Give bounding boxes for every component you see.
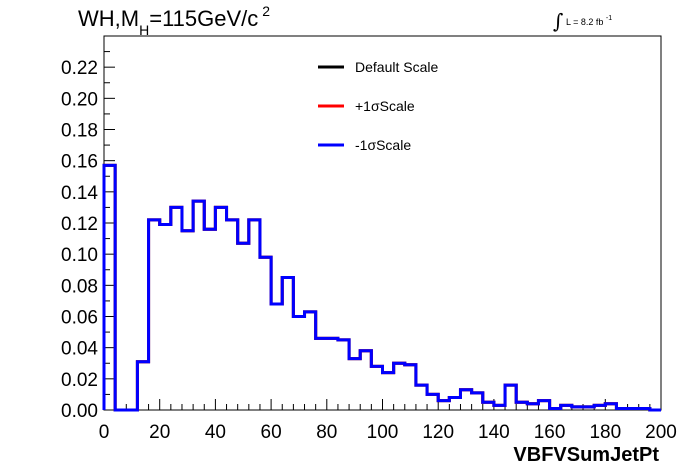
x-tick-label: 200 [645, 422, 677, 443]
y-tick-label: 0.10 [61, 245, 98, 266]
luminosity-label: ∫ L = 8.2 fb -1 [553, 6, 613, 33]
y-tick-label: 0.12 [61, 214, 98, 235]
title-superscript: 2 [262, 3, 271, 19]
y-tick-label: 0.04 [61, 339, 98, 360]
x-tick-label: 80 [316, 422, 337, 443]
y-tick-label: 0.16 [61, 152, 98, 173]
luminosity-text: L = 8.2 fb [565, 17, 604, 27]
x-tick-label: 40 [205, 422, 226, 443]
y-tick-label: 0.22 [61, 58, 98, 79]
title-subscript: H [139, 22, 150, 38]
y-tick-label: 0.18 [61, 121, 98, 142]
x-tick-label: 60 [261, 422, 282, 443]
legend-label: Default Scale [355, 59, 438, 75]
chart-title: WH,MH=115GeV/c 2 [78, 3, 271, 38]
x-tick-label: 20 [149, 422, 170, 443]
plot-frame [103, 35, 662, 411]
title-main: WH,M [78, 6, 140, 31]
x-tick-label: 120 [422, 422, 454, 443]
y-tick-label: 0.20 [61, 89, 98, 110]
x-tick-label: 100 [367, 422, 399, 443]
x-tick-label: 140 [478, 422, 510, 443]
integral-symbol: ∫ [553, 9, 564, 33]
legend-label: +1σScale [355, 98, 415, 114]
luminosity-exponent: -1 [605, 15, 613, 22]
x-tick-label: 160 [534, 422, 566, 443]
x-tick-label: 0 [99, 422, 110, 443]
x-axis-title: VBFVSumJetPt [513, 444, 659, 466]
legend-label: -1σScale [355, 137, 411, 153]
y-tick-label: 0.08 [61, 276, 98, 297]
series-2 [102, 163, 661, 412]
x-tick-label: 180 [589, 422, 621, 443]
histogram-line [102, 163, 661, 412]
y-tick-label: 0.14 [61, 183, 98, 204]
y-tick-label: 0.02 [61, 370, 98, 391]
y-tick-label: 0.00 [61, 401, 98, 422]
title-rest: =115GeV/c [149, 6, 259, 31]
y-tick-label: 0.06 [61, 308, 98, 329]
